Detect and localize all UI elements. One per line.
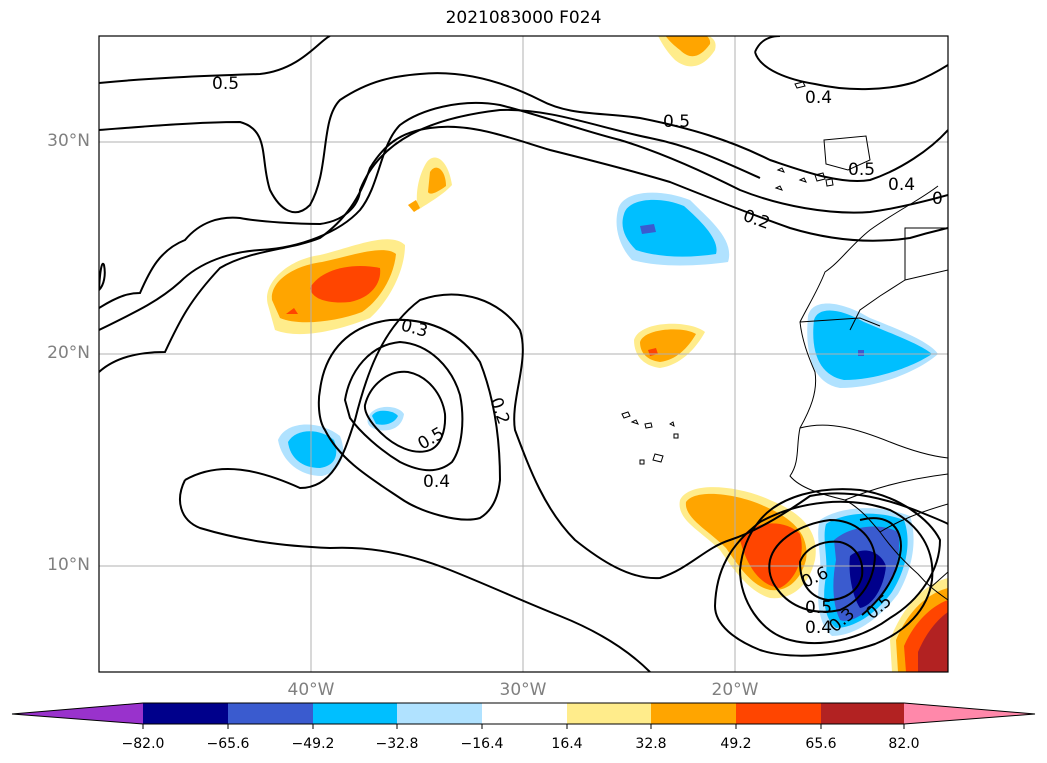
colorbar-segment [567, 703, 651, 724]
lat-label-20n: 20°N [47, 343, 90, 363]
colorbar-tick-label: 32.8 [635, 736, 667, 752]
colorbar-segment [821, 703, 904, 724]
contour-label: 0.2 [740, 206, 772, 234]
lon-label-20w: 20°W [711, 680, 759, 700]
contour-label: 0.5 [415, 423, 448, 454]
contour-label: 0.5 [212, 74, 239, 94]
map-frame [98, 35, 949, 673]
colorbar-segment [651, 703, 736, 724]
contour-lines [99, 36, 948, 672]
contour-label: 0.4 [423, 472, 450, 492]
lon-label-40w: 40°W [287, 680, 335, 700]
colorbar-segment [143, 703, 228, 724]
colorbar-tick-label: 16.4 [551, 736, 583, 752]
contour-label: 0.3 [399, 316, 430, 342]
contour-label: 0 [932, 189, 943, 209]
contour-label: 0.4 [805, 88, 832, 108]
map-title: 2021083000 F024 [445, 8, 602, 28]
colorbar-tick-label: 65.6 [805, 736, 837, 752]
shading-layer [267, 36, 948, 672]
colorbar-segment [904, 703, 1035, 724]
colorbar-segment [228, 703, 313, 724]
colorbar-tick-label: 49.2 [720, 736, 752, 752]
colorbar-segment [736, 703, 821, 724]
colorbar-tick-label: −82.0 [121, 736, 165, 752]
lon-label-30w: 30°W [499, 680, 547, 700]
colorbar-tick-label: −49.2 [291, 736, 335, 752]
colorbar-segment [482, 703, 567, 724]
lat-label-10n: 10°N [47, 555, 90, 575]
colorbar-tick-label: −32.8 [375, 736, 419, 752]
colorbar [11, 702, 1036, 729]
contour-label: 0.5 [663, 112, 690, 132]
lat-label-30n: 30°N [47, 131, 90, 151]
colorbar-tick-label: −65.6 [206, 736, 250, 752]
colorbar-segment [12, 703, 143, 724]
contour-label: 0.5 [805, 598, 832, 618]
contour-label: 0.4 [805, 618, 832, 638]
colorbar-segment [397, 703, 482, 724]
contour-label: 0.2 [485, 395, 513, 427]
coastlines [621, 81, 948, 601]
colorbar-tick-label: 82.0 [888, 736, 920, 752]
colorbar-tick-label: −16.4 [460, 736, 504, 752]
colorbar-segment [313, 703, 397, 724]
contour-label: 0.5 [848, 160, 875, 180]
contour-label: 0.4 [888, 175, 915, 195]
anomaly-warm-blob-red [310, 266, 381, 303]
